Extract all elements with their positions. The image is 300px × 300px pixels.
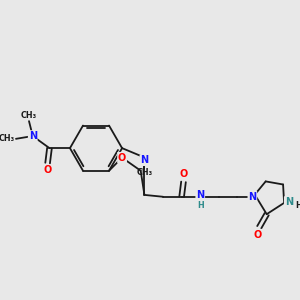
Text: O: O	[179, 169, 188, 179]
Text: CH₃: CH₃	[21, 111, 37, 120]
Text: H: H	[296, 201, 300, 210]
Text: H: H	[197, 201, 204, 210]
Text: N: N	[285, 197, 293, 207]
Text: N: N	[196, 190, 204, 200]
Text: N: N	[140, 155, 148, 165]
Text: O: O	[253, 230, 262, 240]
Text: N: N	[29, 131, 37, 141]
Text: O: O	[118, 153, 126, 163]
Text: CH₃: CH₃	[0, 134, 15, 143]
Text: O: O	[44, 166, 52, 176]
Text: CH₃: CH₃	[136, 168, 152, 177]
Text: N: N	[248, 192, 256, 202]
